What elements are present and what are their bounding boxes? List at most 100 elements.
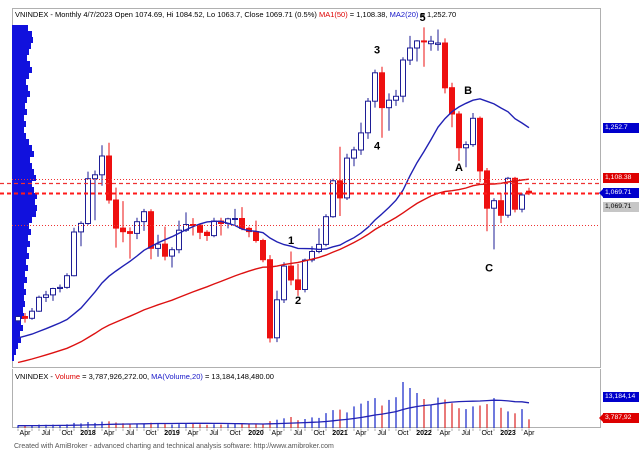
x-axis-year-label: 2021 [332,430,348,437]
candle [274,290,280,343]
volume-ma-line [18,399,530,427]
ma2-value: 1,252.70 [426,10,457,19]
candle [400,57,406,103]
candle [29,308,35,320]
x-axis-month-label: Apr [19,430,31,437]
candle [43,290,49,302]
volume-legend: Volume [55,372,81,381]
candle [15,315,21,324]
candle [85,171,91,225]
candle [421,27,427,67]
candle [134,217,140,240]
x-axis-year-label: 2022 [416,430,432,437]
x-axis-year-label: 2020 [248,430,264,437]
candle [50,287,56,301]
volume-bars [17,382,530,428]
x-axis-month-label: Oct [61,430,73,437]
x-axis-year-label: 2018 [80,430,96,437]
candle [435,29,441,51]
x-axis-month-label: Jul [461,430,471,437]
price-axis-label: 1,108.38 [603,173,639,183]
candle [428,35,434,51]
price-axis-label: 1,252.7 [603,123,639,133]
x-axis-month-label: Jul [125,430,135,437]
month-ticks [17,428,530,431]
candle [519,192,525,213]
candle [330,178,336,218]
ma2-eq: = [418,10,427,19]
candle [351,146,357,167]
volume-ma-value: 13,184,148,480.00 [211,372,274,381]
ma2-legend: MA2(20) [389,10,419,19]
x-axis-month-label: Apr [103,430,115,437]
candle [267,255,273,343]
candle [442,38,448,94]
candle [372,69,378,108]
volume-value: 3,787,926,272.00 [88,372,147,381]
x-axis-month-label: Oct [481,430,493,437]
x-axis-month-label: Apr [523,430,535,437]
candle [246,226,252,238]
ma2-line [17,98,530,339]
volume-pane-title: VNINDEX - Volume = 3,787,926,272.00, MA(… [15,372,274,381]
candle [512,176,518,213]
x-axis-month-label: Apr [355,430,367,437]
ohlc-summary: VNINDEX - Monthly 4/7/2023 Open 1074.69,… [15,10,319,19]
wave-label-1: 1 [288,235,294,247]
x-axis-month-label: Jul [209,430,219,437]
candle [302,258,308,293]
candle [323,214,329,247]
candle [344,153,350,200]
candle [358,122,364,155]
ma1-legend: MA1(50) [318,10,348,19]
wave-label-4: 4 [374,141,381,153]
price-axis-label: 1,069.71 [599,188,639,198]
candle [22,313,28,323]
candles [15,27,532,343]
x-axis-month-label: Apr [439,430,451,437]
candle [239,207,245,231]
candle [260,238,266,263]
candle [281,262,287,303]
x-axis-year-label: 2023 [500,430,516,437]
candle [393,89,399,106]
volume-separator: , [147,372,152,381]
candle [232,208,238,225]
candle [113,187,119,248]
x-axis-month-label: Oct [397,430,409,437]
candle [288,251,294,286]
volume-pane[interactable] [12,369,601,428]
ma1-line [17,178,530,364]
candle [484,168,490,232]
candle [470,113,476,147]
x-axis-month-label: Jul [377,430,387,437]
candle [365,98,371,139]
candle [57,284,63,293]
candle [414,40,420,62]
x-axis-year-label: 2019 [164,430,180,437]
x-axis-month-label: Oct [229,430,241,437]
candle [449,82,455,128]
candle [148,209,154,260]
candle [204,230,210,241]
price-axis-label: 1,069.71 [603,202,639,212]
candle [463,141,469,168]
date-axis[interactable]: Apr Jul Oct 2018 Apr Jul Oct 2019 Apr Jul Oct 2020 A… [0,430,640,442]
left-arrow-icon [599,189,603,197]
candle [176,220,182,254]
candle [36,295,42,312]
candle [295,263,301,296]
candle [162,226,168,261]
x-axis-month-label: Oct [145,430,157,437]
volume-axis-label: 3,787,92 [599,413,639,423]
volume-ma-eq: = [202,372,212,381]
candle [141,208,147,231]
wave-label-3: 3 [374,44,380,56]
candle [477,116,483,183]
candle [379,66,385,138]
volume-ma-legend: MA(Volume,20) [151,372,203,381]
candle [337,146,343,216]
candle [92,170,98,221]
